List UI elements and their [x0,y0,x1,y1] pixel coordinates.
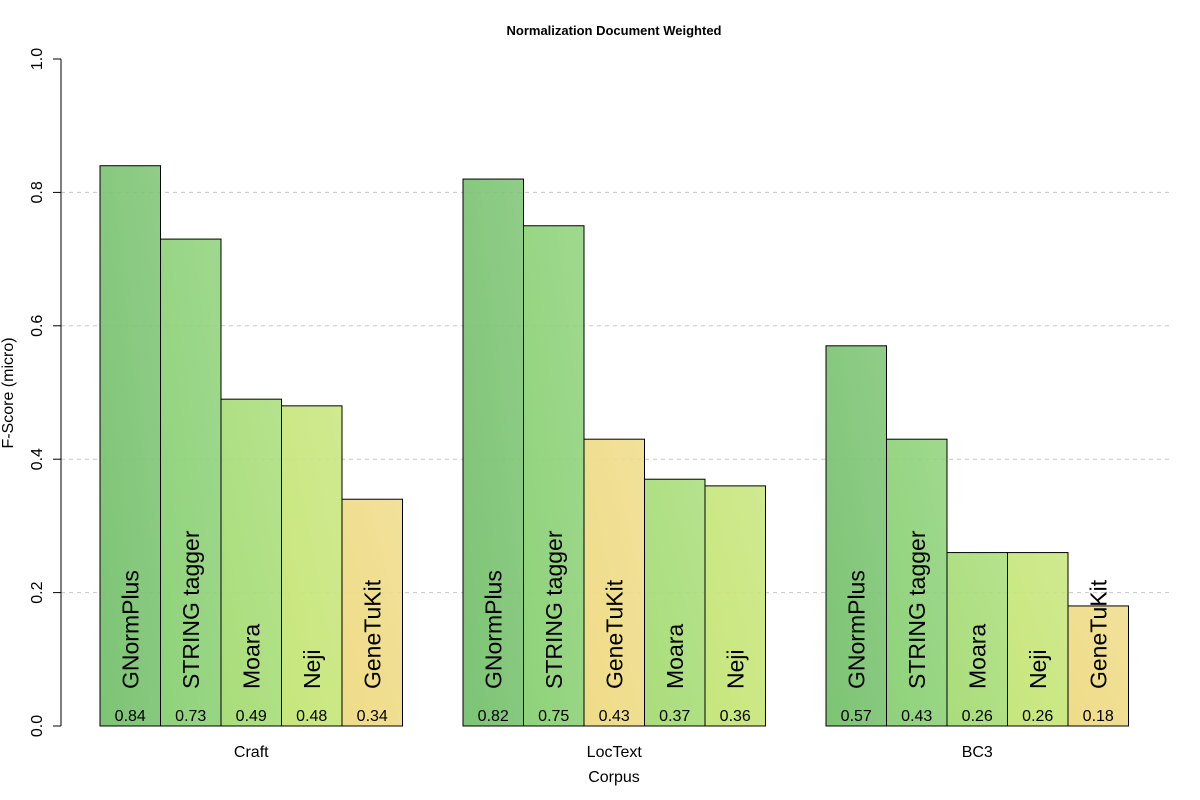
bar-name-label: GeneTuKit [359,579,385,689]
bar-value-label: 0.43 [599,708,630,725]
bar-craft-gnormplus [99,165,161,727]
bar-craft-neji [281,405,343,727]
y-tick-label-0: 0.0 [29,715,46,737]
x-axis-label: Corpus [588,769,640,786]
bars: GNormPlus 0.84 STRING tagger 0.73 Moara 0.49 N… [99,165,1129,727]
bar-group-craft: GNormPlus 0.84 STRING tagger 0.73 Moara 0.49 N… [99,165,403,727]
y-axis-label: F-Score (micro) [0,337,17,448]
bar-bc3-genetukit [1067,605,1129,727]
y-tick-label-4: 0.8 [29,181,46,203]
bar-bc3-moara [946,552,1008,727]
bar-loctext-neji [704,485,766,727]
bar-value-label: 0.48 [296,708,327,725]
x-axis-categories: Craft LocText BC3 [234,744,993,761]
x-category-label-craft: Craft [234,744,269,761]
bar-value-label: 0.84 [115,708,146,725]
y-axis: 0.0 0.2 0.4 0.6 0.8 1.0 [29,48,62,737]
bar-name-label: Moara [964,624,990,689]
chart-title: Normalization Document Weighted [507,23,722,38]
bar-name-label: Neji [1025,649,1051,689]
x-category-label-loctext: LocText [587,744,643,761]
bar-craft-moara [220,398,282,727]
bar-value-label: 0.73 [175,708,206,725]
bar-value-label: 0.57 [841,708,872,725]
bar-value-label: 0.49 [236,708,267,725]
bar-group-loctext: GNormPlus 0.82 STRING tagger 0.75 GeneTuKit 0… [462,178,766,727]
bar-value-label: 0.82 [478,708,509,725]
bar-value-label: 0.75 [538,708,569,725]
bar-group-bc3: GNormPlus 0.57 STRING tagger 0.43 Moara 0.26 N… [825,345,1129,727]
bar-bc3-gnormplus [825,345,887,727]
bar-name-label: STRING tagger [904,530,930,689]
bar-name-label: Moara [662,624,688,689]
bar-value-label: 0.36 [720,708,751,725]
bar-value-label: 0.37 [659,708,690,725]
bar-value-label: 0.26 [1022,708,1053,725]
x-category-label-bc3: BC3 [962,744,993,761]
y-tick-label-1: 0.2 [29,581,46,603]
bar-name-label: Neji [299,649,325,689]
bar-craft-string-tagger [160,238,222,727]
bar-value-label: 0.26 [962,708,993,725]
bar-name-label: GNormPlus [480,570,506,689]
bar-value-label: 0.43 [901,708,932,725]
bar-loctext-string-tagger [523,225,585,727]
bar-name-label: Moara [238,624,264,689]
y-tick-label-5: 1.0 [29,48,46,70]
bar-name-label: STRING tagger [178,530,204,689]
bar-value-label: 0.34 [357,708,388,725]
bar-loctext-moara [644,478,706,727]
bar-bc3-string-tagger [886,438,948,727]
bar-name-label: GNormPlus [843,570,869,689]
bar-name-label: STRING tagger [541,530,567,689]
bar-name-label: GeneTuKit [601,579,627,689]
bar-craft-genetukit [341,498,403,727]
bar-name-label: Neji [722,649,748,689]
bar-name-label: GeneTuKit [1085,579,1111,689]
bar-loctext-gnormplus [462,178,524,727]
y-tick-label-2: 0.4 [29,448,46,470]
y-tick-label-3: 0.6 [29,315,46,337]
bar-bc3-neji [1007,552,1069,727]
bar-value-label: 0.18 [1083,708,1114,725]
bar-name-label: GNormPlus [117,570,143,689]
